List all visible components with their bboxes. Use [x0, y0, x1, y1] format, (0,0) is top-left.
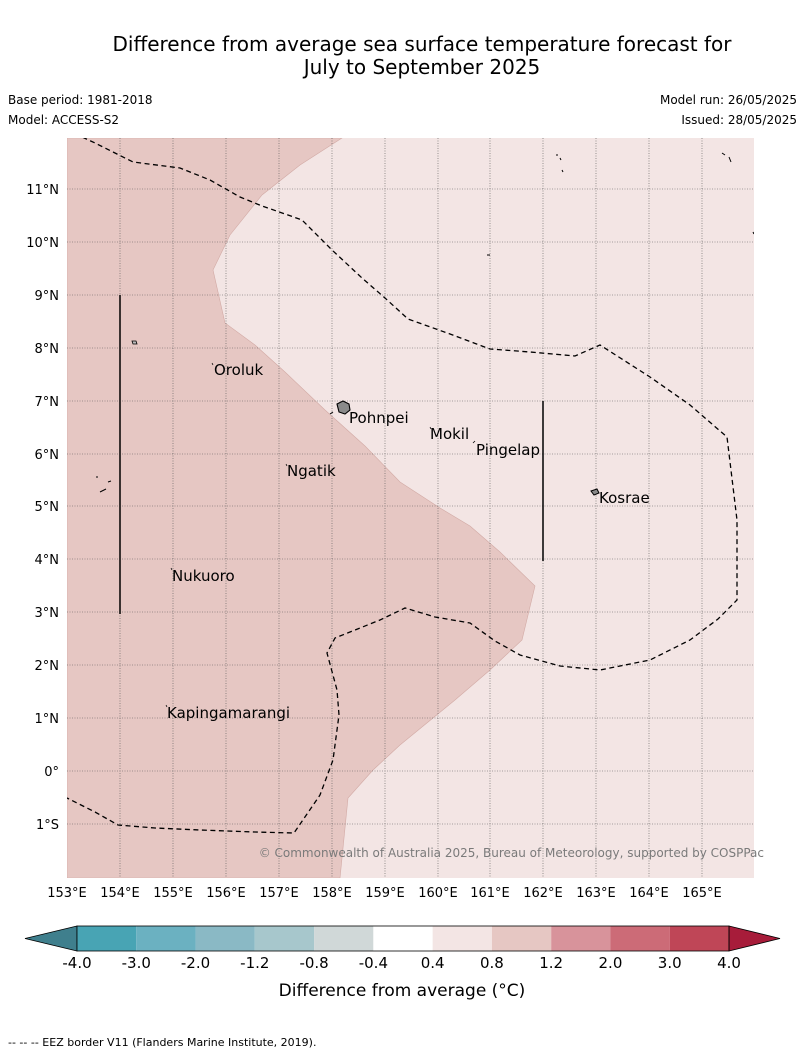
colorbar-min-extension: [24, 925, 78, 952]
colorbar-tick-label: 1.2: [539, 954, 563, 972]
colorbar-tick-label: -2.0: [181, 954, 210, 972]
lon-tick-label: 156°E: [206, 886, 246, 901]
colorbar-swatch: [491, 926, 552, 951]
kosrae-island: [590, 488, 600, 496]
issued-date: Issued: 28/05/2025: [681, 113, 797, 127]
lon-tick-labels: 153°E 154°E 155°E 156°E 157°E 158°E 159°…: [47, 886, 722, 901]
place-label: Ngatik: [287, 462, 336, 480]
colorbar-tick-label: -1.2: [240, 954, 269, 972]
colorbar-swatch: [77, 926, 137, 951]
eez-footnote: -- -- -- EEZ border V11 (Flanders Marine…: [8, 1036, 317, 1049]
islets-northeast: [487, 152, 754, 256]
lat-tick-label: 6°N: [35, 448, 60, 463]
colorbar-tick-label: 0.4: [421, 954, 445, 972]
lon-tick-label: 157°E: [259, 886, 299, 901]
colorbar-tick-label: -0.8: [299, 954, 328, 972]
chart-title: Difference from average sea surface temp…: [0, 33, 804, 79]
lat-gridlines: [67, 188, 754, 825]
pohnpei-island: [336, 400, 351, 415]
title-line-2: July to September 2025: [303, 55, 541, 79]
lat-tick-label: 7°N: [35, 395, 60, 410]
place-label: Kosrae: [599, 489, 650, 507]
eez-border: [67, 138, 738, 834]
place-label: Mokil: [430, 425, 469, 443]
lon-tick-label: 159°E: [365, 886, 405, 901]
map-area: [67, 138, 754, 878]
lat-tick-label: 9°N: [35, 289, 60, 304]
lat-tick-label: 1°S: [36, 818, 59, 833]
model-name: Model: ACCESS-S2: [8, 113, 120, 127]
lon-tick-label: 154°E: [100, 886, 140, 901]
lon-tick-label: 164°E: [629, 886, 669, 901]
lat-tick-label: 2°N: [35, 659, 60, 674]
colorbar-frame: [76, 925, 730, 952]
lat-tick-label: 3°N: [35, 606, 60, 621]
colorbar-tick-label: -4.0: [62, 954, 91, 972]
colorbar-tick-label: 2.0: [599, 954, 623, 972]
colorbar-tick-label: -3.0: [122, 954, 151, 972]
lon-tick-label: 153°E: [47, 886, 87, 901]
islet-5n-west: [96, 476, 112, 493]
place-label: Pingelap: [476, 441, 540, 459]
colorbar-tick-label: 3.0: [658, 954, 682, 972]
lat-tick-label: 4°N: [35, 553, 60, 568]
lat-tick-label: 10°N: [26, 236, 59, 251]
place-label: Nukuoro: [172, 567, 235, 585]
lat-tick-label: 0°: [44, 765, 59, 780]
colorbar-label: Difference from average (°C): [278, 981, 526, 1001]
colorbar-swatch: [432, 926, 492, 951]
colorbar-swatch: [254, 926, 315, 951]
colorbar-swatch: [314, 926, 374, 951]
title-line-1: Difference from average sea surface temp…: [112, 32, 732, 56]
lat-tick-label: 5°N: [35, 500, 60, 515]
lat-tick-label: 11°N: [26, 183, 59, 198]
place-labels: Oroluk Pohnpei Mokil Pingelap Ngatik Kos…: [167, 361, 650, 722]
lat-tick-labels: 11°N 10°N 9°N 8°N 7°N 6°N 5°N 4°N 3°N 2°…: [26, 183, 59, 833]
place-label: Pohnpei: [349, 409, 409, 427]
colorbar: -4.0 -3.0 -2.0 -1.2 -0.8 -0.4 0.4 0.8 1.2 2.0 3.0 4…: [24, 925, 781, 972]
colorbar-swatch: [610, 926, 670, 951]
colorbar-swatch: [195, 926, 255, 951]
lat-tick-label: 1°N: [35, 712, 60, 727]
colorbar-tick-label: 4.0: [717, 954, 741, 972]
lon-tick-label: 161°E: [470, 886, 510, 901]
model-run: Model run: 26/05/2025: [659, 93, 797, 107]
islet-8n: [131, 340, 138, 345]
colorbar-swatch: [136, 926, 196, 951]
base-period: Base period: 1981-2018: [8, 93, 153, 107]
colorbar-swatch: [373, 926, 433, 951]
islands: [96, 152, 754, 708]
place-label: Kapingamarangi: [167, 704, 290, 722]
lon-tick-label: 165°E: [682, 886, 722, 901]
copyright-text: © Commonwealth of Australia 2025, Bureau…: [259, 846, 764, 860]
lon-tick-label: 163°E: [576, 886, 616, 901]
colorbar-swatch: [551, 926, 611, 951]
anomaly-0.8-1.2-region: [67, 138, 536, 878]
place-label: Oroluk: [214, 361, 263, 379]
lon-tick-label: 160°E: [418, 886, 458, 901]
lon-tick-label: 158°E: [312, 886, 352, 901]
lon-tick-label: 155°E: [153, 886, 193, 901]
colorbar-max-extension: [728, 925, 781, 952]
colorbar-tick-label: 0.8: [480, 954, 504, 972]
lon-tick-label: 162°E: [523, 886, 563, 901]
colorbar-tick-label: -0.4: [359, 954, 388, 972]
colorbar-swatch: [669, 926, 729, 951]
lat-tick-label: 8°N: [35, 342, 60, 357]
